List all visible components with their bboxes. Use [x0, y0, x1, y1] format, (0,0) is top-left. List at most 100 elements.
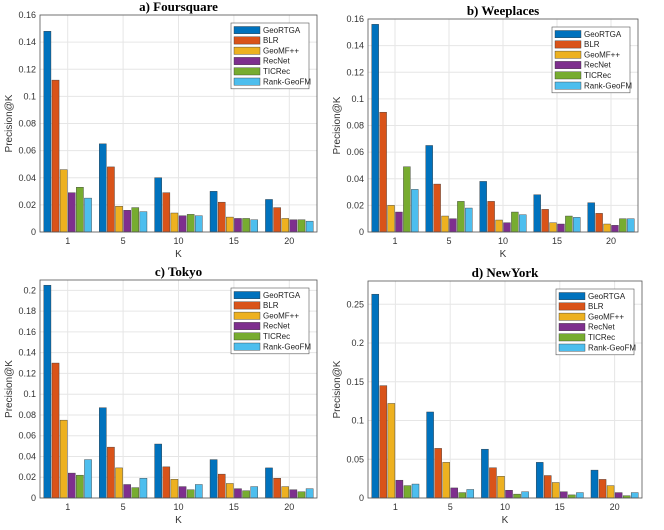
chart-title: a) Foursquare [139, 0, 218, 14]
legend-label: Rank-GeoFM [263, 77, 311, 86]
x-axis-label: K [175, 515, 182, 526]
legend-swatch [233, 322, 261, 330]
y-tick-label: 0.06 [18, 146, 36, 156]
bar-geomf- [281, 218, 289, 233]
legend-swatch [233, 57, 261, 65]
bar-blr [487, 201, 495, 233]
bar-geortga [479, 181, 487, 233]
bar-rank-geofm [195, 215, 203, 233]
bar-geortga [99, 407, 107, 499]
legend-label: GeoMF++ [584, 50, 620, 59]
bar-geomf- [549, 222, 557, 233]
legend-swatch [233, 36, 261, 45]
bar-blr [541, 209, 549, 233]
y-tick-label: 0.06 [18, 431, 36, 441]
bar-geomf- [441, 215, 449, 233]
y-tick-label: 0.16 [18, 327, 36, 337]
bar-geortga [587, 202, 595, 233]
bar-ticrec [511, 211, 519, 233]
bar-ticrec [565, 215, 573, 233]
bar-geomf- [115, 206, 123, 233]
bar-ticrec [131, 487, 140, 499]
x-tick-label: 5 [448, 502, 453, 512]
legend-label: BLR [263, 36, 279, 45]
bar-ticrec [242, 490, 250, 499]
legend-label: TICRec [588, 333, 615, 342]
bar-recnet [614, 492, 623, 499]
bar-recnet [123, 484, 131, 499]
bar-geortga [426, 411, 434, 499]
x-tick-label: 20 [284, 236, 294, 246]
y-tick-label: 0.15 [346, 377, 364, 387]
bar-geortga [425, 145, 433, 233]
bar-geomf- [226, 483, 234, 499]
legend-swatch [233, 77, 261, 86]
y-tick-label: 0.1 [351, 94, 364, 104]
y-tick-label: 0.08 [346, 121, 364, 131]
legend-swatch [233, 46, 261, 55]
legend-swatch [558, 323, 586, 331]
bar-geomf- [603, 223, 611, 233]
bar-geortga [533, 194, 541, 233]
bar-geomf- [226, 216, 234, 233]
legend-swatch [233, 26, 261, 35]
legend-label: Rank-GeoFM [588, 343, 636, 352]
bar-geortga [590, 469, 599, 499]
y-tick-label: 0 [31, 493, 36, 503]
bar-recnet [178, 486, 187, 499]
bar-geortga [535, 462, 544, 499]
bar-blr [107, 166, 115, 233]
bar-ticrec [619, 218, 627, 233]
y-tick-label: 0.12 [18, 64, 36, 74]
bar-rank-geofm [630, 492, 639, 499]
bar-ticrec [457, 201, 465, 233]
legend-swatch [558, 302, 586, 311]
bar-recnet [505, 490, 513, 499]
x-tick-label: 1 [392, 236, 397, 246]
x-tick-label: 15 [555, 502, 565, 512]
bar-rank-geofm [627, 218, 635, 233]
y-tick-label: 0.25 [346, 299, 364, 309]
bar-blr [51, 362, 60, 499]
bar-geomf- [59, 419, 68, 499]
y-tick-label: 0.16 [346, 14, 364, 24]
bar-blr [434, 448, 442, 499]
y-axis-label: Precision@K [4, 360, 15, 418]
bar-geortga [154, 443, 162, 499]
bar-ticrec [76, 474, 84, 499]
legend-swatch [233, 342, 261, 351]
axes-box [39, 279, 318, 499]
bar-rank-geofm [84, 459, 92, 499]
bar-geomf- [59, 169, 68, 233]
legend-label: GeoRTGA [263, 291, 301, 300]
x-tick-label: 5 [121, 236, 126, 246]
bar-rank-geofm [139, 211, 148, 233]
bar-geomf- [281, 486, 289, 499]
bar-rank-geofm [521, 491, 529, 499]
bar-geortga [265, 467, 273, 499]
legend-label: GeoRTGA [584, 30, 622, 39]
bar-blr [107, 446, 115, 499]
bar-geomf- [115, 467, 123, 499]
bar-ticrec [186, 214, 195, 233]
bar-rank-geofm [250, 486, 258, 499]
legend-label: BLR [584, 40, 600, 49]
y-tick-label: 0.04 [346, 174, 364, 184]
bar-geortga [371, 24, 379, 233]
legend-swatch [233, 67, 261, 76]
chart-title: d) NewYork [472, 265, 540, 280]
bar-rank-geofm [573, 217, 581, 233]
chart-panel-4: 00.050.10.150.20.251 5 10 15 20d) NewYorkKPr… [332, 265, 643, 526]
bar-geortga [265, 199, 273, 233]
bar-geortga [209, 191, 218, 233]
x-axis-label: K [502, 515, 509, 526]
bar-rank-geofm [466, 489, 475, 499]
x-tick-label: 10 [173, 502, 183, 512]
bar-ticrec [131, 207, 140, 233]
bar-geortga [43, 31, 52, 233]
legend-label: GeoRTGA [263, 26, 301, 35]
bar-recnet [234, 488, 242, 499]
legend-swatch [554, 81, 582, 90]
